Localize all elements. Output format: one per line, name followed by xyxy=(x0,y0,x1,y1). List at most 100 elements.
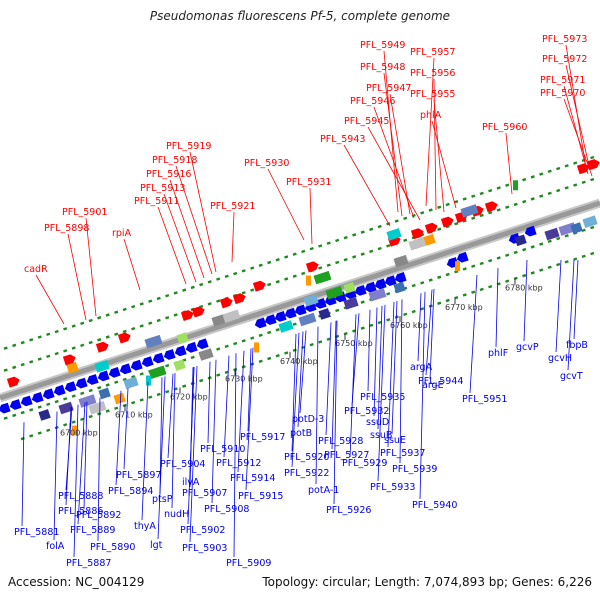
leader-line-bottom xyxy=(377,305,383,430)
reverse-gene xyxy=(130,359,143,371)
domain-block xyxy=(38,409,51,421)
track-dot xyxy=(233,367,238,372)
leader-line-bottom xyxy=(373,307,378,417)
leader-line-bottom xyxy=(171,373,176,509)
gene-label-bottom: PFL_5932 xyxy=(344,406,389,417)
track-dot xyxy=(182,384,187,388)
gene-label-top: PFL_5931 xyxy=(286,177,331,188)
track-dot xyxy=(590,225,595,230)
track-dot xyxy=(471,194,476,198)
track-dot xyxy=(12,413,17,418)
marker-block xyxy=(455,261,460,272)
track-dot xyxy=(556,262,561,267)
leader-line-bottom xyxy=(233,353,237,558)
track-dot xyxy=(573,183,578,187)
domain-block xyxy=(303,294,319,307)
track-dot xyxy=(258,333,263,337)
gene-label-bottom: ssuB xyxy=(370,430,392,441)
track-dot xyxy=(12,365,17,370)
gene-label-bottom: PFL_5912 xyxy=(216,458,261,469)
track-dot xyxy=(454,222,459,226)
gene-label-bottom: PFL_5904 xyxy=(160,459,205,470)
track-dot xyxy=(564,234,569,238)
leader-line-bottom xyxy=(399,299,403,464)
track-dot xyxy=(12,343,17,348)
track-dot xyxy=(71,346,76,350)
track-dot xyxy=(88,414,93,419)
track-dot xyxy=(54,351,59,356)
track-dot xyxy=(139,302,144,306)
track-dot xyxy=(513,202,518,207)
gene-label-top: PFL_5971 xyxy=(540,75,585,86)
track-dot xyxy=(139,372,144,376)
leader-line-bottom xyxy=(211,359,217,504)
track-dot xyxy=(590,155,595,160)
track-dot xyxy=(105,335,110,339)
track-dot xyxy=(411,309,416,314)
track-dot xyxy=(505,279,510,283)
track-dot xyxy=(114,380,119,384)
domain-block xyxy=(313,270,332,285)
track-dot xyxy=(267,282,272,287)
leader-line-top xyxy=(565,64,591,171)
leader-line-bottom xyxy=(207,361,211,444)
leader-line-bottom xyxy=(377,304,386,482)
gene-label-bottom: PFL_5929 xyxy=(342,458,387,469)
gene-label-bottom: PFL_5928 xyxy=(318,436,363,447)
domain-block xyxy=(343,297,359,310)
domain-block xyxy=(423,234,436,246)
domain-block xyxy=(582,215,598,229)
track-dot xyxy=(479,191,484,196)
leader-line-bottom xyxy=(97,397,101,542)
forward-gene xyxy=(576,163,590,175)
leader-line-bottom xyxy=(387,301,395,448)
track-dot xyxy=(233,341,238,346)
track-dot xyxy=(488,284,493,289)
forward-gene xyxy=(424,222,438,234)
track-dot xyxy=(233,271,238,276)
track-dot xyxy=(564,260,569,264)
track-dot xyxy=(428,208,433,212)
track-dot xyxy=(267,260,272,265)
track-dot xyxy=(369,249,374,254)
track-dot xyxy=(581,180,586,184)
track-dot xyxy=(199,378,204,383)
leader-line-bottom xyxy=(291,333,297,452)
marker-block xyxy=(146,375,151,386)
track-dot xyxy=(267,356,272,361)
reverse-gene xyxy=(354,285,367,296)
track-dot xyxy=(471,264,476,268)
reverse-gene xyxy=(53,384,66,396)
track-dot xyxy=(88,318,93,323)
track-dot xyxy=(20,340,25,345)
track-dot xyxy=(3,416,8,420)
track-dot xyxy=(165,315,170,320)
track-dot xyxy=(284,351,289,355)
leader-line-top xyxy=(373,106,415,219)
forward-gene xyxy=(62,354,76,366)
forward-gene xyxy=(219,297,233,309)
track-dot xyxy=(301,249,306,254)
marker-block xyxy=(72,425,77,436)
leader-line-top xyxy=(505,132,513,195)
gene-label-top: PFL_5973 xyxy=(542,34,587,45)
marker-block xyxy=(306,275,311,286)
track-dot xyxy=(403,216,408,221)
gene-label-bottom: PFL_5927 xyxy=(324,450,369,461)
track-dot xyxy=(105,313,110,317)
track-dot xyxy=(530,197,535,201)
track-dot xyxy=(216,277,221,281)
reverse-gene xyxy=(119,363,132,375)
scale-tick-label: 6720 kbp xyxy=(170,393,208,402)
leader-line-bottom xyxy=(73,404,79,558)
track-dot xyxy=(530,271,535,275)
track-dot xyxy=(505,205,510,209)
accession-text: Accession: NC_004129 xyxy=(8,575,145,589)
gene-label-bottom: argA xyxy=(410,362,433,373)
reverse-gene xyxy=(384,275,397,286)
domain-block xyxy=(514,234,527,247)
reverse-gene xyxy=(0,402,11,414)
track-dot xyxy=(156,392,161,397)
track-dot xyxy=(241,269,246,273)
